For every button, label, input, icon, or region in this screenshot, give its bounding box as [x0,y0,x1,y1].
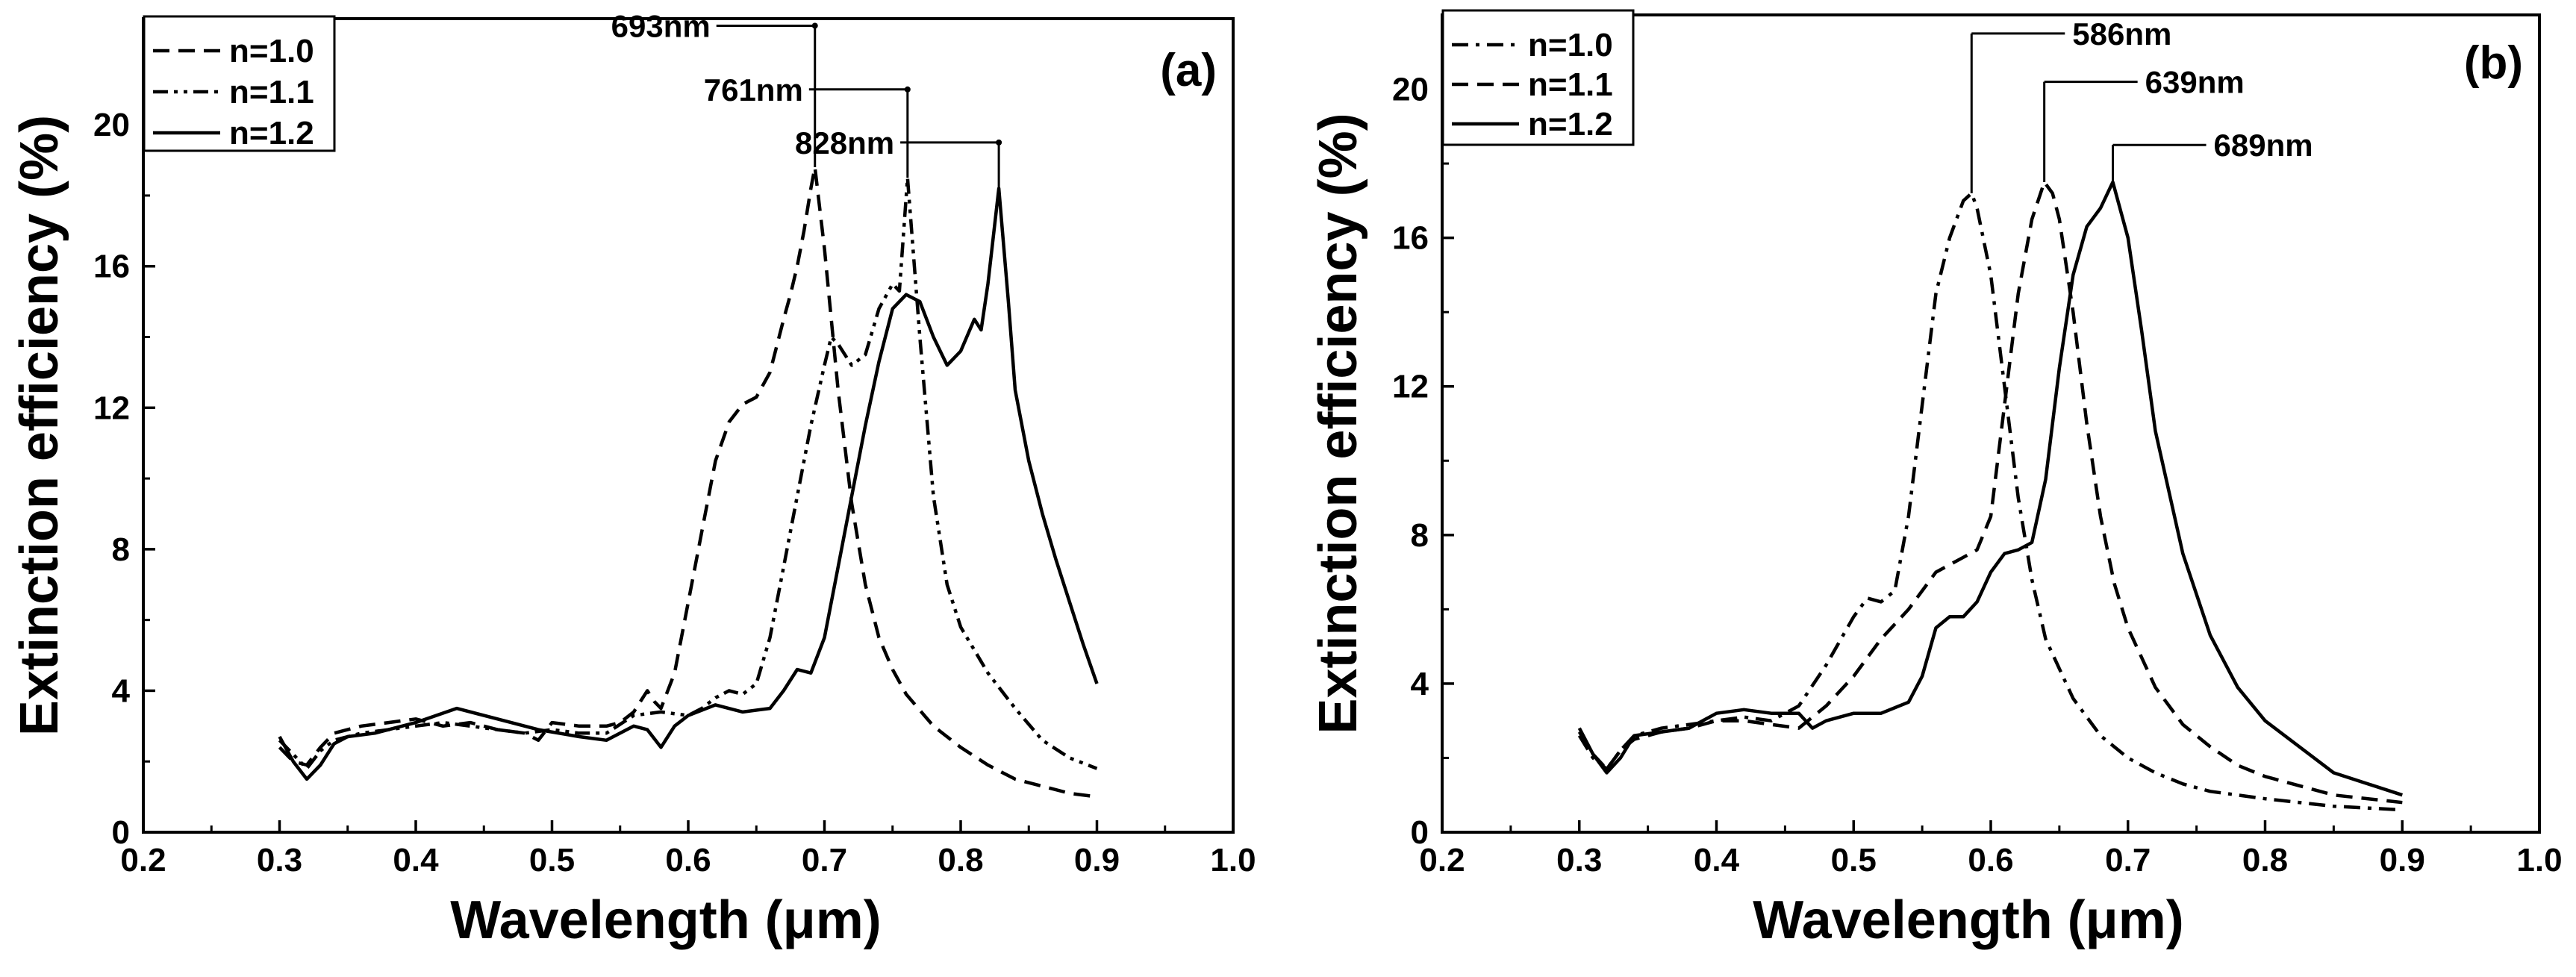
x-tick-label: 0.3 [1556,842,1602,878]
x-tick-label: 1.0 [2516,842,2562,878]
x-tick-label: 0.8 [938,842,983,878]
x-tick-label: 0.8 [2242,842,2288,878]
annotation-layer: 586nm 639nm 689nm [1970,16,2313,193]
x-tick-label: 0.5 [529,842,575,878]
y-axis-title: Extinction efficiency (%) [10,115,69,736]
x-axis-title: Wavelength (μm) [450,890,881,950]
peak-annotation: 828nm [795,125,1002,189]
x-tick-label: 0.4 [1694,842,1740,878]
legend-entry: n=1.1 [229,74,314,110]
leader-dot [996,139,1002,146]
peak-annotation: 639nm [2043,65,2245,182]
x-tick-label: 0.4 [393,842,439,878]
x-tick-label: 0.6 [1968,842,2013,878]
x-tick-label: 0.7 [2105,842,2151,878]
x-tick-label: 0.2 [120,842,166,878]
series-line-2 [278,176,1098,770]
y-tick-label: 16 [1392,220,1429,257]
legend-entry: n=1.2 [229,115,314,152]
peak-annotation: 761nm [704,72,911,178]
panel-label: (a) [1160,45,1217,96]
legend-entry: n=1.0 [1528,27,1613,63]
series-line-3 [278,187,1099,781]
leader-dot [811,22,818,29]
series-line-1 [1577,191,2403,812]
x-tick-label: 0.9 [1074,842,1120,878]
x-axis-title: Wavelength (μm) [1753,890,2183,950]
y-tick-label: 0 [1411,814,1429,851]
x-tick-label: 0.7 [802,842,847,878]
legend-entry: n=1.0 [229,33,314,69]
x-ticks: 0.2 0.3 0.4 0.5 0.6 0.7 0.8 0.9 1.0 [1419,820,2563,878]
peak-label: 586nm [2072,16,2171,51]
peak-annotation: 693nm [611,8,818,168]
series-layer [278,165,1099,799]
peak-label: 639nm [2145,65,2245,100]
y-tick-label: 4 [112,672,131,709]
y-ticks: 0 4 8 12 16 20 [1392,13,1454,851]
y-tick-label: 4 [1411,666,1429,702]
chart-panel-a: 693nm 761nm 828nm 0.2 0.3 0.4 0.5 0.6 0.7 0.8 0.9… [10,8,1256,950]
legend: n=1.0 n=1.1 n=1.2 [143,15,336,152]
legend: n=1.0n=1.1n=1.2 [1441,9,1635,146]
y-axis-title: Extinction efficiency (%) [1309,113,1368,734]
y-ticks: 0 4 8 12 16 20 [93,52,155,851]
series-line-3 [1577,180,2403,797]
chart-panel-b: 586nm 639nm 689nm 0.2 0.3 0.4 0.5 0.6 0.7 0.8 0.9… [1309,9,2563,950]
y-tick-label: 12 [1392,369,1429,405]
peak-label: 693nm [611,8,711,43]
series-layer [1577,180,2403,812]
peak-label: 828nm [795,125,894,160]
y-tick-label: 20 [1392,72,1429,108]
x-tick-label: 0.2 [1419,842,1465,878]
y-tick-label: 8 [1411,517,1429,554]
leader-dot [904,86,911,93]
x-tick-label: 1.0 [1210,842,1256,878]
legend-entry: n=1.1 [1528,66,1613,103]
peak-label: 761nm [704,72,803,107]
x-ticks: 0.2 0.3 0.4 0.5 0.6 0.7 0.8 0.9 1.0 [120,820,1256,878]
y-tick-label: 12 [93,390,130,426]
series-line-2 [1577,180,2403,805]
y-tick-label: 16 [93,249,130,285]
y-tick-label: 20 [93,107,130,143]
peak-annotation: 586nm [1970,16,2171,193]
x-tick-label: 0.5 [1831,842,1877,878]
x-tick-label: 0.6 [665,842,711,878]
series-line-1 [278,165,1097,799]
y-tick-label: 8 [112,531,130,568]
peak-label: 689nm [2214,128,2313,163]
legend-entry: n=1.2 [1528,106,1613,143]
x-tick-label: 0.3 [257,842,302,878]
legend-box [143,15,336,152]
y-tick-label: 0 [112,814,130,851]
panel-label: (b) [2464,37,2523,89]
x-tick-label: 0.9 [2380,842,2425,878]
annotation-layer: 693nm 761nm 828nm [611,8,1002,189]
peak-annotation: 689nm [2112,128,2313,182]
